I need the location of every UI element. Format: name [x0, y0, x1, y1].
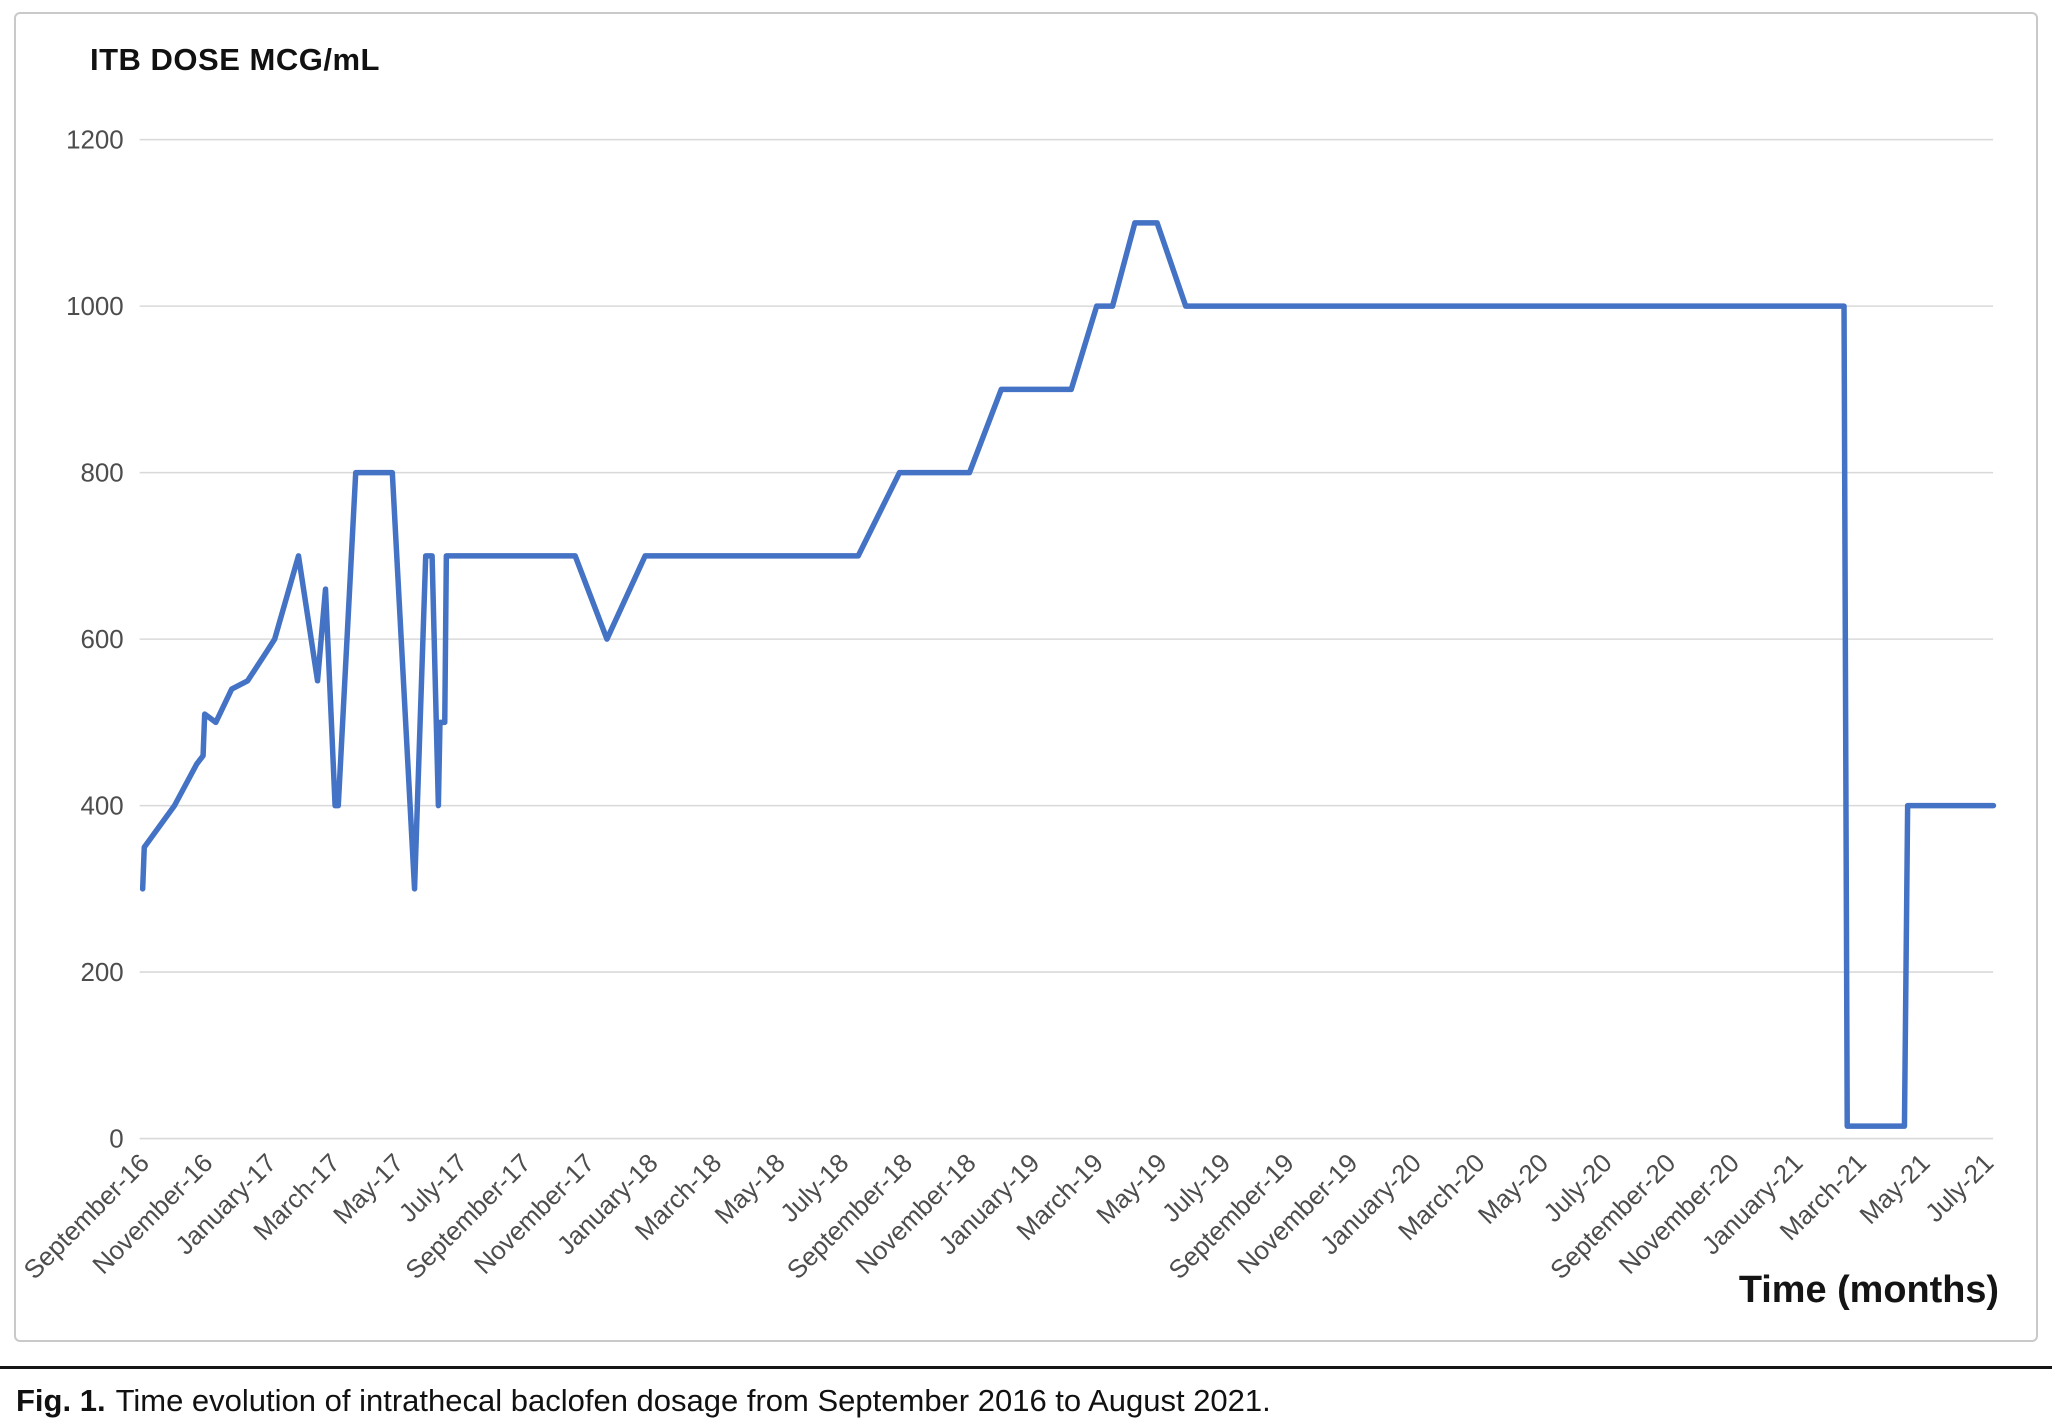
figure-caption: Fig. 1. Time evolution of intrathecal bac… [0, 1366, 2052, 1419]
y-tick-label: 800 [80, 460, 123, 488]
dose-line [139, 220, 1997, 1129]
figure-caption-label: Fig. 1. [16, 1383, 106, 1418]
y-tick-label: 200 [80, 959, 123, 987]
figure-caption-text: Time evolution of intrathecal baclofen d… [115, 1383, 1271, 1418]
x-tick-label: May-21 [1855, 1149, 1936, 1230]
y-tick-label: 1200 [66, 127, 124, 155]
x-tick-label: May-18 [710, 1149, 791, 1230]
x-tick-label: May-19 [1092, 1149, 1173, 1230]
x-tick-label: May-17 [328, 1149, 409, 1230]
figure-panel: ITB DOSE MCG/mL 0 200 400 600 800 1000 1200 Sep… [14, 12, 2038, 1342]
x-axis-title: Time (months) [1739, 1269, 1999, 1311]
y-tick-label: 600 [80, 626, 123, 654]
x-tick-label: July-21 [1920, 1149, 1999, 1228]
y-tick-label: 400 [80, 793, 123, 821]
y-tick-label: 0 [109, 1126, 123, 1154]
y-tick-label: 1000 [66, 293, 124, 321]
chart-title: ITB DOSE MCG/mL [90, 42, 380, 77]
x-tick-label: May-20 [1473, 1149, 1554, 1230]
line-chart: 020040060080010001200September-16Novembe… [19, 127, 1999, 1312]
